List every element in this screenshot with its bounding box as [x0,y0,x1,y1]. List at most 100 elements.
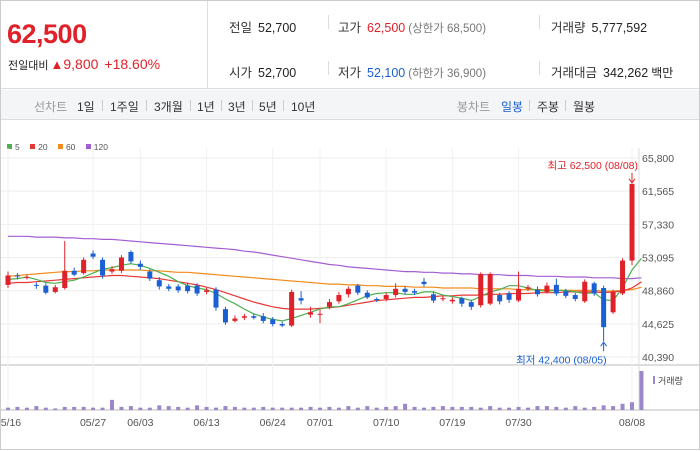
price-change: 전일대비 ▲9,800 +18.60% [8,56,160,73]
candle-body [43,285,49,293]
volume-bar [346,406,351,410]
stat-low: 저가 52,100 (하한가 36,900) [338,62,486,81]
volume-bar [507,407,512,410]
candle-daily[interactable]: 일봉 [501,100,524,114]
candle-body [185,285,191,292]
divider [328,15,329,29]
volume-bar [308,406,313,410]
candle-body [81,259,87,274]
current-price: 62,500 [7,19,87,49]
volume-bar [355,407,360,410]
volume-bar [6,407,10,410]
candle-body [572,295,578,299]
volume-bar [318,407,322,410]
candle-body [232,318,238,321]
candle-body [516,288,522,301]
volume-bar [393,406,398,410]
candle-body [525,287,531,289]
candle-weekly[interactable]: 주봉 [537,100,560,114]
volume-bar [62,406,67,410]
change-amount: 9,800 [63,56,99,72]
candle-body [355,285,361,293]
candle-body [279,324,285,326]
legend-ma120: 120 [85,142,108,152]
volume-bar [497,407,502,410]
x-tick-label: 06/24 [260,417,286,429]
candle-body [24,277,30,279]
y-tick-label: 40,390 [642,352,674,364]
candle-chart-label: 봉차트 [457,100,491,114]
period-1w[interactable]: 1주일 [110,100,139,114]
volume-bar [185,407,190,410]
candlestick-chart[interactable]: 65,800 61,565 57,330 53,095 48,860 44,625 40,3… [1,121,699,451]
volume-bar [431,406,436,410]
x-tick-label: 07/30 [505,417,531,429]
high-annotation: 최고 62,500 (08/08) [547,160,638,172]
stat-label: 시가 [229,66,253,80]
legend-label: 60 [65,142,76,152]
volume-bar [147,407,152,410]
volume-bar [232,406,237,410]
volume-bar [119,406,124,410]
candle-monthly[interactable]: 월봉 [573,100,596,114]
volume-bar [166,406,171,410]
candle-body [270,319,276,325]
value-unit: 백만 [651,66,674,80]
volume-legend-swatch [653,376,655,384]
divider [529,100,530,111]
ma120-line [8,235,642,280]
legend-swatch [85,144,91,149]
period-3y[interactable]: 3년 [228,100,246,114]
legend-label: 20 [38,142,48,152]
candle-body [449,299,455,302]
candle-body [317,313,323,315]
stat-label: 거래량 [551,21,586,35]
period-3m[interactable]: 3개월 [154,100,183,114]
volume-bar [412,406,417,410]
volume-bar [327,406,332,410]
candle-body [506,293,512,300]
y-tick-label: 53,095 [642,253,674,265]
candle-body [128,251,134,262]
candle-body [393,288,399,296]
stat-value: 62,500 [367,21,406,35]
candle-body [402,288,408,292]
ma-legend: 5 20 60 120 [7,142,116,152]
change-label: 전일대비 [8,60,49,72]
candle-body [241,316,247,318]
period-5y[interactable]: 5년 [259,100,277,114]
candle-body [487,273,493,304]
candle-body [430,294,436,301]
stat-label: 전일 [229,21,253,35]
volume-bar [214,407,218,410]
up-arrow-icon: ▲ [50,57,64,72]
divider [328,61,329,75]
period-1y[interactable]: 1년 [197,100,215,114]
stat-value: 5,777,592 [591,21,648,35]
volume-bar [639,371,644,410]
y-tick-label: 61,565 [642,186,674,198]
volume-bar [15,406,20,410]
low-arrow-head [600,341,608,347]
volume-bar [289,407,294,410]
y-tick-label: 65,800 [642,153,674,165]
stat-trade-value: 거래대금 342,262 백만 [551,62,673,81]
candle-body [459,298,465,304]
divider [252,100,253,111]
volume-bar [403,403,408,410]
line-chart-label: 선차트 [34,100,68,114]
candle-body [251,316,257,318]
candle-body [308,312,314,315]
period-10y[interactable]: 10년 [291,100,316,114]
volume-bar [176,406,181,410]
candle-body [421,281,427,285]
candle-body [478,273,484,306]
period-1d[interactable]: 1일 [77,100,95,114]
x-tick-label: 07/01 [307,417,333,429]
candle-body [440,298,446,300]
divider [283,100,284,111]
volume-bar [299,407,304,410]
stat-value: 52,700 [258,21,297,35]
candle-body [629,183,635,261]
